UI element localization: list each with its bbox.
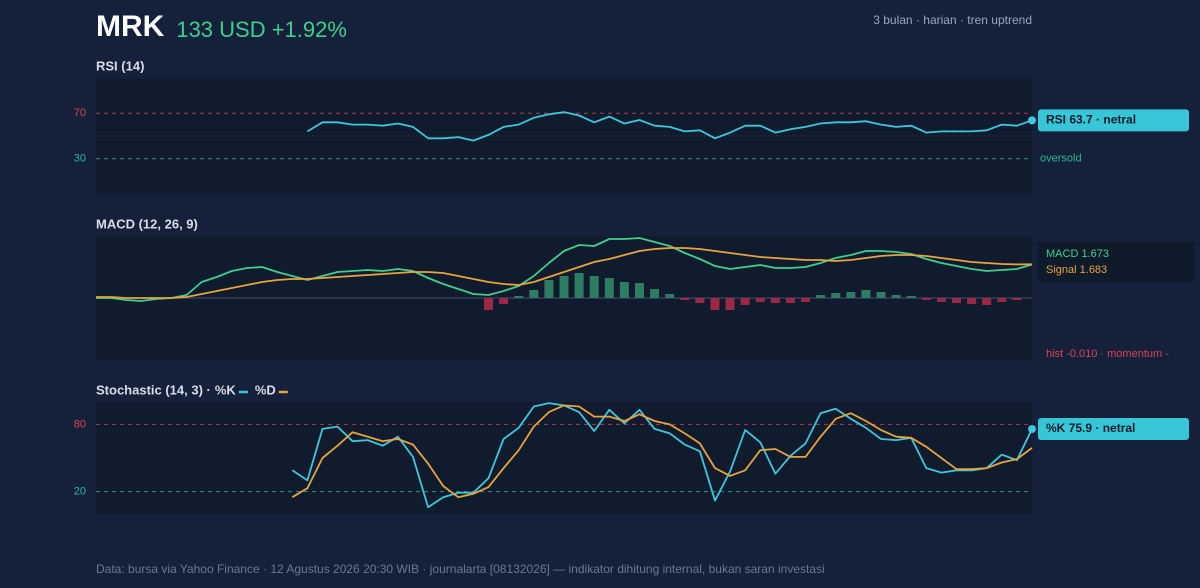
hist-bar <box>619 282 629 298</box>
hist-bar <box>529 290 539 298</box>
legend-name: MACD <box>1046 248 1078 260</box>
meta: 3 bulan · harian · tren uptrend <box>873 13 1032 27</box>
legend-label: %D <box>255 382 276 397</box>
legend-box <box>1038 242 1194 282</box>
hist-bar <box>499 298 509 304</box>
hist-bar <box>589 276 599 298</box>
last-point <box>1028 116 1036 125</box>
hist-bar <box>574 273 584 298</box>
footer: Data: bursa via Yahoo Finance · 12 Agust… <box>96 562 825 576</box>
hist-bar <box>770 298 780 303</box>
series-line <box>291 404 1033 499</box>
hist-bar <box>936 298 946 302</box>
hist-bar <box>1012 298 1022 300</box>
hist-bar <box>891 295 901 298</box>
hist-note: hist -0.010 · momentum - <box>1046 348 1169 360</box>
panel-title: MACD (12, 26, 9) <box>96 216 198 231</box>
hist-bar <box>514 296 524 298</box>
badge-label: %K 75.9 · netral <box>1046 421 1135 435</box>
price: 133 USD +1.92% <box>176 17 347 42</box>
y-tick-label: 70 <box>74 107 86 119</box>
hist-bar <box>846 292 856 298</box>
series-line <box>96 237 1033 302</box>
panel-title: Stochastic (14, 3) · <box>96 382 211 397</box>
hist-bar <box>816 295 826 298</box>
hist-bar <box>982 298 992 305</box>
hist-bar <box>831 293 841 298</box>
hist-bar <box>740 298 750 305</box>
hist-bar <box>604 278 614 298</box>
hist-bar <box>710 298 720 310</box>
panel-title: RSI (14) <box>96 58 144 73</box>
hist-bar <box>997 298 1007 302</box>
hist-bar <box>755 298 765 302</box>
y-tick-label: 80 <box>74 418 86 430</box>
hist-bar <box>861 290 871 298</box>
badge-label: RSI 63.7 · netral <box>1046 113 1136 127</box>
hist-bar <box>484 298 494 310</box>
hist-bar <box>695 298 705 303</box>
legend-label: %K <box>215 382 237 397</box>
hist-bar <box>665 294 675 298</box>
hist-bar <box>921 298 931 300</box>
hist-bar <box>725 298 735 310</box>
hist-bar <box>785 298 795 303</box>
hist-bar <box>906 296 916 298</box>
hist-bar <box>544 280 554 298</box>
series-line <box>306 111 1033 142</box>
y-tick-label: 20 <box>74 486 86 498</box>
hist-bar <box>559 276 569 298</box>
hist-bar <box>801 298 811 302</box>
badge <box>1038 417 1189 440</box>
y-tick-label: 30 <box>74 153 86 165</box>
legend-value: 1.683 <box>1080 264 1108 276</box>
hist-bar <box>680 298 690 300</box>
hist-bar <box>952 298 962 303</box>
panel <box>96 402 1032 514</box>
legend-name: Signal <box>1046 264 1077 276</box>
hist-bar <box>650 289 660 298</box>
level-note: oversold <box>1040 153 1082 165</box>
hist-bar <box>967 298 977 304</box>
last-point <box>1028 424 1036 433</box>
legend-entry: Signal 1.683 <box>1046 264 1107 276</box>
badge <box>1038 109 1189 132</box>
legend-entry: MACD 1.673 <box>1046 248 1109 260</box>
legend-value: 1.673 <box>1081 248 1109 260</box>
series-line <box>96 247 1033 299</box>
hist-bar <box>634 283 644 298</box>
hist-bar <box>876 292 886 298</box>
ticker: MRK <box>96 10 165 43</box>
